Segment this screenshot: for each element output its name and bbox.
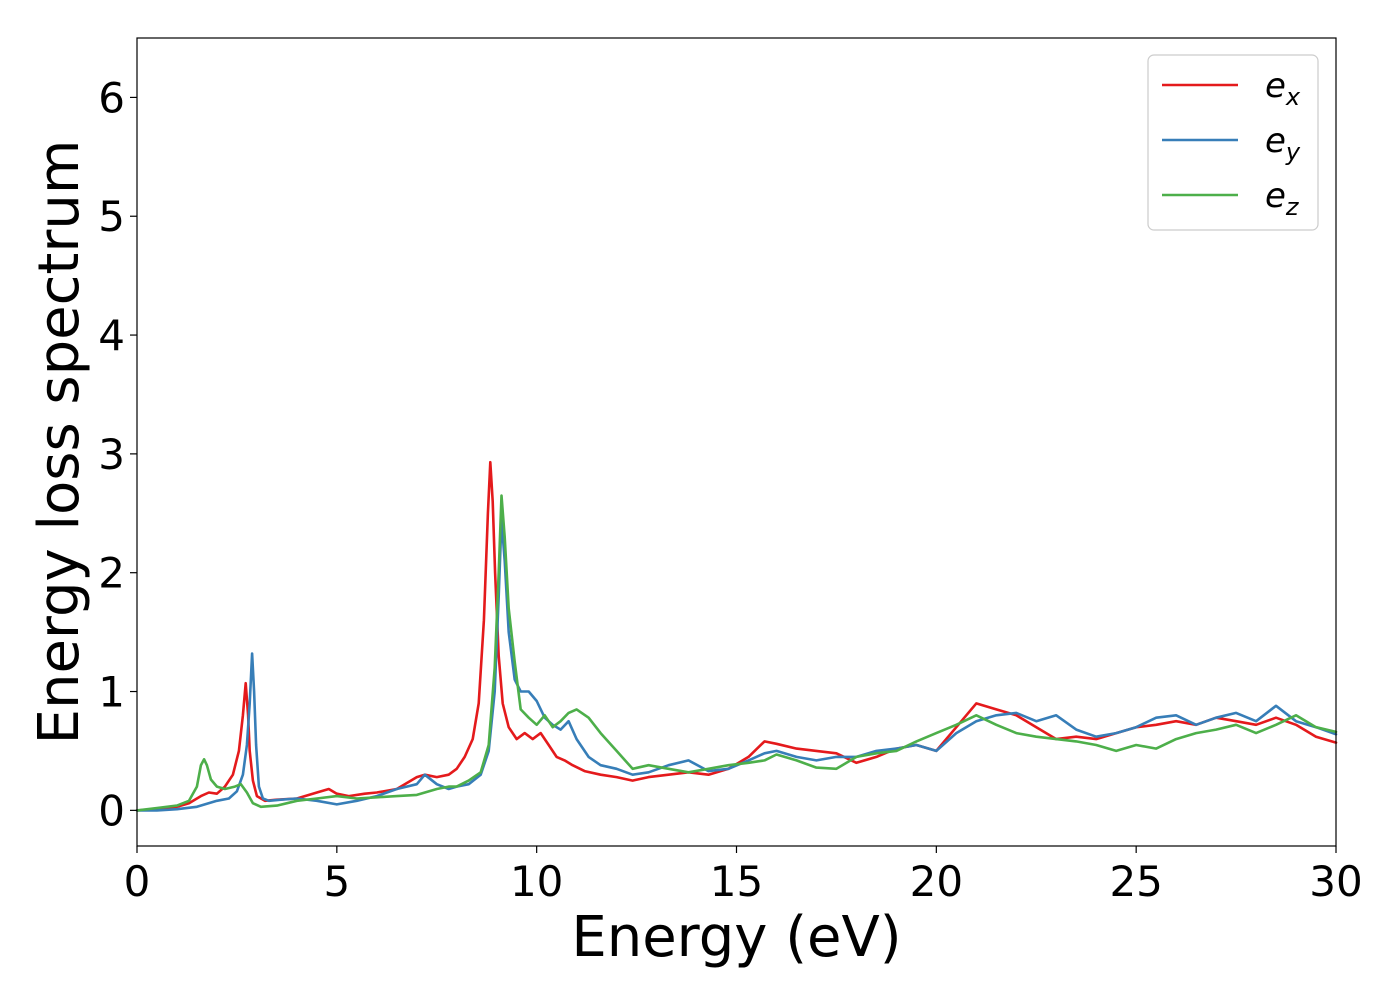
series-line-e-z bbox=[135, 494, 1338, 812]
x-axis: 0 5 10 15 20 25 30 bbox=[124, 846, 1363, 906]
x-tick-label: 10 bbox=[510, 857, 563, 906]
series-layer bbox=[135, 460, 1338, 812]
series-line-e-y bbox=[135, 517, 1338, 812]
x-tick-label: 5 bbox=[323, 857, 350, 906]
y-tick-label: 1 bbox=[98, 668, 125, 717]
x-tick-label: 30 bbox=[1309, 857, 1362, 906]
legend-label-e-x: ex bbox=[1265, 66, 1301, 111]
y-tick-label: 0 bbox=[98, 786, 125, 835]
y-tick-label: 4 bbox=[98, 311, 125, 360]
series-line-e-x bbox=[135, 460, 1338, 812]
y-axis: 0 1 2 3 4 5 6 bbox=[98, 73, 137, 835]
y-tick-label: 5 bbox=[98, 192, 125, 241]
x-axis-label: Energy (eV) bbox=[571, 905, 901, 970]
legend-box bbox=[1147, 54, 1319, 231]
x-tick-label: 15 bbox=[710, 857, 763, 906]
y-tick-label: 2 bbox=[98, 549, 125, 598]
y-axis-label: Energy loss spectrum bbox=[27, 140, 92, 745]
x-tick-label: 20 bbox=[910, 857, 963, 906]
legend: ex ey ez bbox=[1147, 54, 1319, 231]
y-tick-label: 6 bbox=[98, 73, 125, 122]
legend-label-e-y: ey bbox=[1265, 121, 1301, 166]
legend-label-e-z: ez bbox=[1265, 176, 1300, 221]
x-tick-label: 0 bbox=[124, 857, 151, 906]
x-tick-label: 25 bbox=[1109, 857, 1162, 906]
y-tick-label: 3 bbox=[98, 430, 125, 479]
